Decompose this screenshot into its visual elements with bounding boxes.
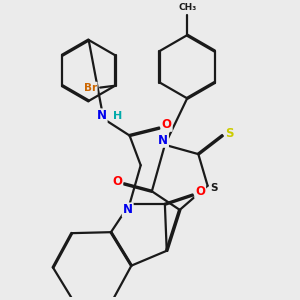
Text: CH₃: CH₃: [178, 3, 196, 12]
Text: O: O: [162, 118, 172, 131]
Text: S: S: [211, 183, 218, 193]
Text: N: N: [158, 134, 168, 147]
Text: H: H: [113, 111, 122, 121]
Text: Br: Br: [84, 82, 97, 93]
Text: N: N: [123, 203, 133, 216]
Text: O: O: [112, 176, 122, 188]
Text: N: N: [97, 109, 107, 122]
Text: S: S: [225, 127, 233, 140]
Text: O: O: [195, 185, 205, 198]
